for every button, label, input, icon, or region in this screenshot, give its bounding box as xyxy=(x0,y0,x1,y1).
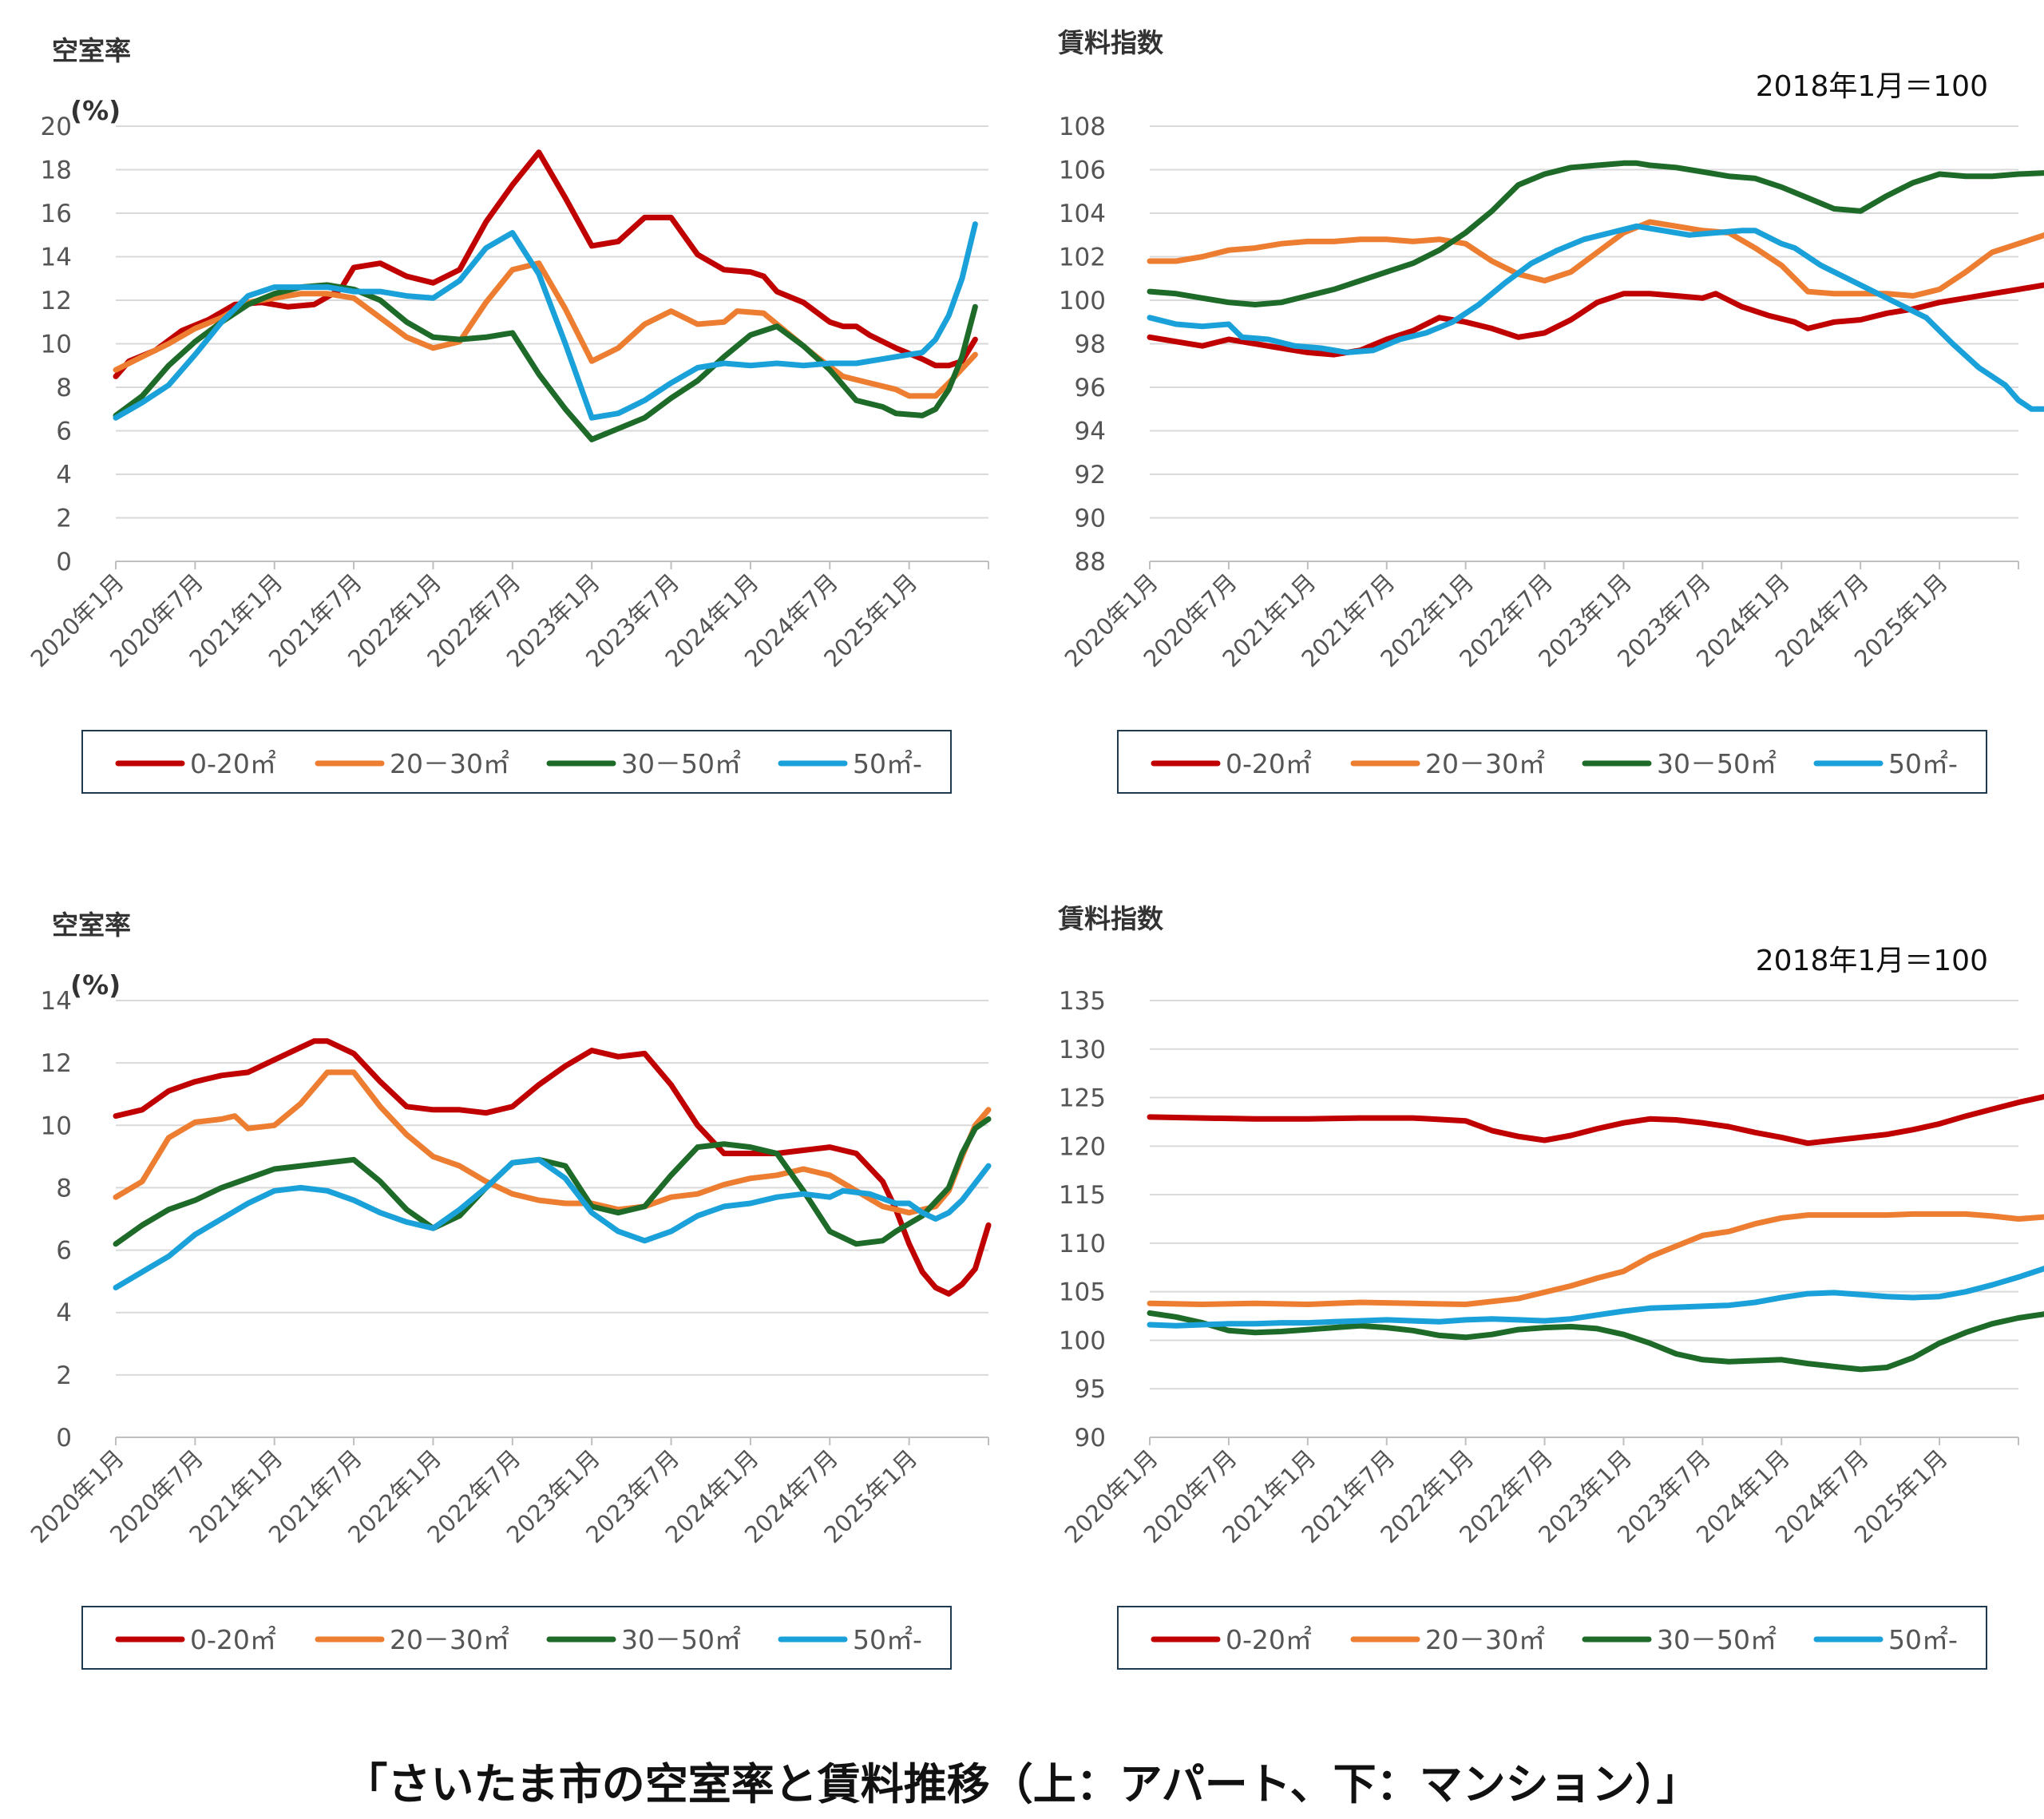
legend-label: 30－50㎡ xyxy=(621,748,741,779)
legend-label: 0-20㎡ xyxy=(1226,1624,1312,1655)
legend-label: 50㎡- xyxy=(853,748,922,779)
legend-label: 20－30㎡ xyxy=(1425,1624,1545,1655)
y-tick-label: 8 xyxy=(56,374,72,402)
series-line-20_30 xyxy=(113,260,978,399)
series-line-20_30 xyxy=(1147,219,2044,299)
base-note: 2018年1月＝100 xyxy=(1756,70,1988,103)
series-line-20_30 xyxy=(1147,1211,2044,1307)
series-line-50_ xyxy=(1147,1266,2044,1329)
legend: 0-20㎡ 20－30㎡ 30－50㎡ 50㎡- xyxy=(1117,1606,1987,1670)
y-tick-label: 0 xyxy=(56,1424,72,1452)
y-unit-label: (%) xyxy=(70,969,121,1001)
y-tick-label: 6 xyxy=(56,418,72,446)
y-tick-label: 6 xyxy=(56,1237,72,1266)
mansion-rent-chart: 賃料指数 2018年1月＝100 90 95 100 105 110 115 120 125 130… xyxy=(1057,903,2044,1670)
y-tick-label: 125 xyxy=(1059,1084,1106,1113)
y-tick-label: 92 xyxy=(1075,461,1106,489)
legend-label: 0-20㎡ xyxy=(190,1624,276,1655)
base-note: 2018年1月＝100 xyxy=(1756,945,1988,977)
series-line-30_50 xyxy=(1147,160,2044,307)
series-line-0_20 xyxy=(1147,1093,2044,1147)
legend-label: 20－30㎡ xyxy=(1425,748,1545,779)
y-tick-label: 20 xyxy=(41,113,72,141)
y-tick-label: 0 xyxy=(56,548,72,577)
y-tick-label: 115 xyxy=(1059,1181,1106,1210)
legend: 0-20㎡ 20－30㎡ 30－50㎡ 50㎡- xyxy=(81,1606,952,1670)
y-tick-label: 4 xyxy=(56,461,72,489)
series-line-30_50 xyxy=(113,1116,992,1247)
series-line-30_50 xyxy=(1147,1310,2044,1373)
y-tick-label: 88 xyxy=(1075,548,1106,577)
y-tick-label: 120 xyxy=(1059,1132,1106,1161)
legend-label: 20－30㎡ xyxy=(390,748,509,779)
y-tick-label: 12 xyxy=(41,1049,72,1078)
figure-caption: 「さいたま市の空室率と賃料推移（上：アパート、下：マンション）」 xyxy=(344,1759,1700,1809)
y-tick-label: 105 xyxy=(1059,1278,1106,1307)
chart-title: 賃料指数 xyxy=(1057,27,1164,58)
y-tick-label: 110 xyxy=(1059,1230,1106,1258)
y-tick-label: 14 xyxy=(41,987,72,1016)
y-tick-label: 96 xyxy=(1075,374,1106,402)
legend: 0-20㎡ 20－30㎡ 30－50㎡ 50㎡- xyxy=(81,730,952,794)
y-tick-label: 14 xyxy=(41,244,72,272)
y-tick-label: 2 xyxy=(56,1361,72,1390)
y-tick-label: 95 xyxy=(1075,1375,1106,1404)
legend: 0-20㎡ 20－30㎡ 30－50㎡ 50㎡- xyxy=(1117,730,1987,794)
y-tick-label: 102 xyxy=(1059,244,1106,272)
apartment-vacancy-chart: 空室率(%)024681012141618202020年1月2020年7月202… xyxy=(26,35,989,794)
chart-title: 空室率 xyxy=(52,35,131,66)
series-line-50_ xyxy=(113,1156,992,1290)
y-tick-label: 10 xyxy=(41,331,72,359)
chart-title: 空室率 xyxy=(52,910,131,941)
y-tick-label: 16 xyxy=(41,200,72,228)
chart-title: 賃料指数 xyxy=(1057,903,1164,934)
legend-label: 0-20㎡ xyxy=(190,748,276,779)
legend-label: 30－50㎡ xyxy=(1657,748,1777,779)
y-unit-label: (%) xyxy=(70,95,121,126)
y-tick-label: 90 xyxy=(1075,1424,1106,1452)
legend-label: 30－50㎡ xyxy=(1657,1624,1777,1655)
series-line-50_ xyxy=(1147,223,2044,412)
legend-label: 50㎡- xyxy=(1888,748,1958,779)
y-tick-label: 12 xyxy=(41,287,72,315)
legend-label: 0-20㎡ xyxy=(1226,748,1312,779)
mansion-vacancy-chart: 空室率(%)024681012142020年1月2020年7月2021年1月20… xyxy=(26,910,992,1670)
y-tick-label: 108 xyxy=(1059,113,1106,141)
apartment-rent-chart: 賃料指数 2018年1月＝100 88 90 92 94 96 98 100 102 104 106 1… xyxy=(1057,27,2044,794)
series-line-0_20 xyxy=(113,1038,992,1297)
legend-label: 50㎡- xyxy=(853,1624,922,1655)
series-line-50_ xyxy=(113,221,978,421)
y-tick-label: 100 xyxy=(1059,287,1106,315)
y-tick-label: 106 xyxy=(1059,157,1106,185)
series-line-30_50 xyxy=(113,282,978,442)
legend-label: 50㎡- xyxy=(1888,1624,1958,1655)
y-tick-label: 2 xyxy=(56,505,72,533)
legend-label: 20－30㎡ xyxy=(390,1624,509,1655)
y-tick-label: 8 xyxy=(56,1174,72,1203)
y-tick-label: 130 xyxy=(1059,1036,1106,1064)
series-line-0_20 xyxy=(113,149,978,379)
y-tick-label: 4 xyxy=(56,1299,72,1328)
series-line-20_30 xyxy=(113,1069,992,1216)
y-tick-label: 100 xyxy=(1059,1326,1106,1355)
legend-label: 30－50㎡ xyxy=(621,1624,741,1655)
y-tick-label: 98 xyxy=(1075,331,1106,359)
y-tick-label: 18 xyxy=(41,157,72,185)
y-tick-label: 104 xyxy=(1059,200,1106,228)
y-tick-label: 10 xyxy=(41,1112,72,1140)
y-tick-label: 135 xyxy=(1059,987,1106,1016)
y-tick-label: 90 xyxy=(1075,505,1106,533)
y-tick-label: 94 xyxy=(1075,418,1106,446)
